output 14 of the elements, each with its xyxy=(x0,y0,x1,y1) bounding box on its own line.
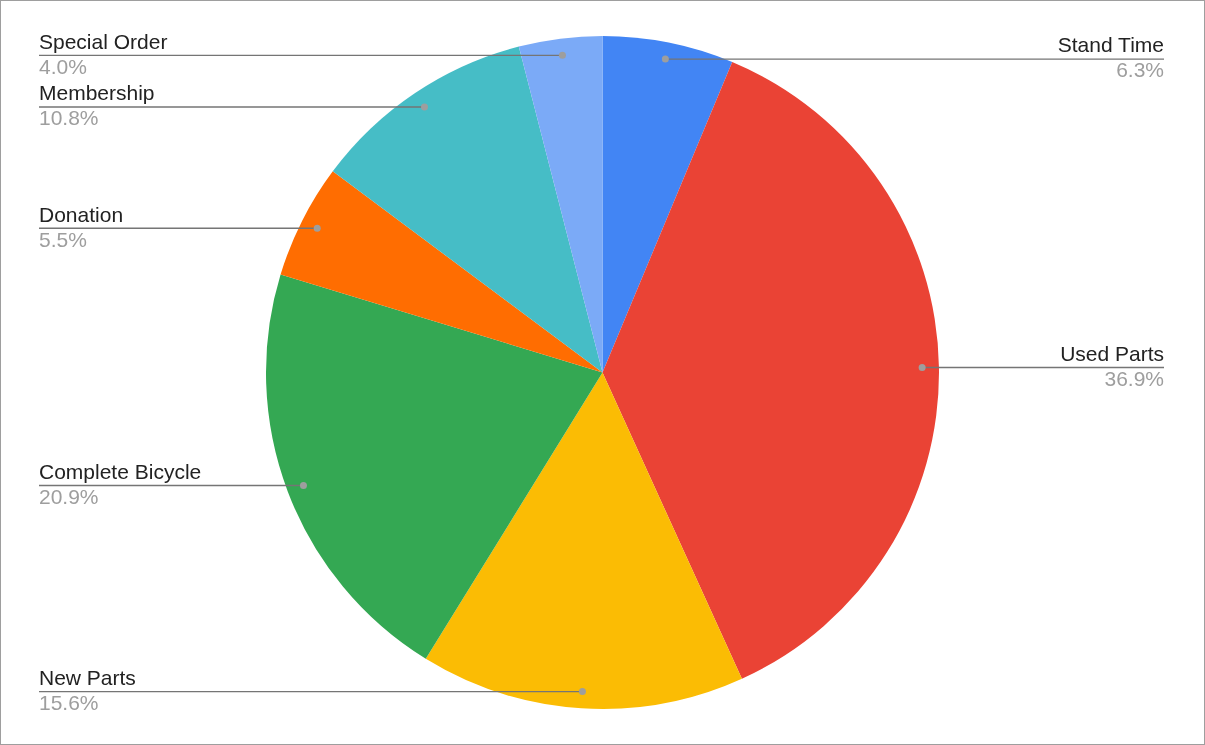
slice-label: Special Order xyxy=(39,29,168,53)
slice-label: Complete Bicycle xyxy=(39,459,202,483)
data-label: 36.9% xyxy=(1104,366,1164,390)
data-label: 4.0% xyxy=(39,54,87,78)
slice-label: Used Parts xyxy=(1060,341,1164,365)
data-label: 5.5% xyxy=(39,227,87,251)
slice-label: New Parts xyxy=(39,665,136,689)
data-label: 10.8% xyxy=(39,106,99,130)
slice-label: Stand Time xyxy=(1057,33,1164,57)
data-label: 20.9% xyxy=(39,484,99,508)
data-label: 15.6% xyxy=(39,690,99,714)
data-label: 6.3% xyxy=(1116,58,1164,82)
slice-label: Donation xyxy=(39,202,124,226)
slice-label: Membership xyxy=(39,81,155,105)
